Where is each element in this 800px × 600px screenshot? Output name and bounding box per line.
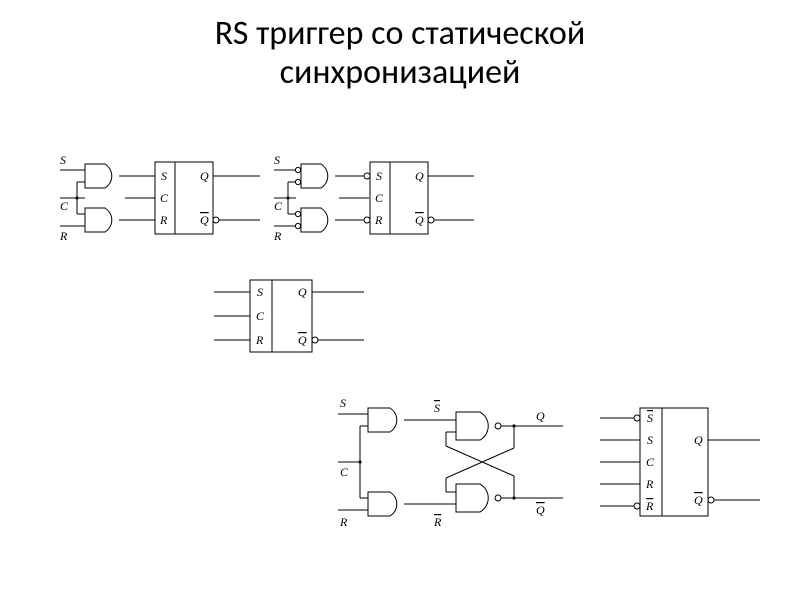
diagram-5: S S C R R Q Q <box>600 400 770 530</box>
label-R: R <box>273 229 282 243</box>
nand-gate-bottom <box>301 208 328 232</box>
qbar-inversion <box>213 217 219 223</box>
ff-out-Q: Q <box>200 169 209 183</box>
and-top <box>368 408 397 432</box>
ff-out-Q: Q <box>415 169 424 183</box>
ff-port-C: C <box>160 191 169 205</box>
diagram-4: S C R S R Q Q <box>338 392 578 542</box>
port-S: S <box>647 433 653 447</box>
label-Sbar: S <box>434 401 440 415</box>
sbar-in-bubble <box>634 415 640 421</box>
r-in-bubble <box>364 217 370 223</box>
ff-out-Qbar: Q <box>415 213 424 227</box>
ff-out-Q: Q <box>298 285 307 299</box>
out-Qbar: Q <box>694 493 703 507</box>
label-Rbar: R <box>433 515 442 529</box>
out-Q: Q <box>694 433 703 447</box>
ff-port-C: C <box>256 309 265 323</box>
rbar-in-bubble <box>634 503 640 509</box>
diagram-2: S C R S C R Q Q <box>274 152 484 252</box>
label-S: S <box>274 153 280 167</box>
nand-gate-top <box>301 164 328 188</box>
ff-port-R: R <box>374 213 383 227</box>
label-C: C <box>60 199 69 213</box>
label-C: C <box>274 199 283 213</box>
diagram-3: S C R Q Q <box>214 270 374 370</box>
label-S: S <box>340 396 346 410</box>
label-R: R <box>59 229 68 243</box>
and-gate-bottom <box>85 208 112 232</box>
ff-port-S: S <box>376 169 382 183</box>
nand-top <box>456 412 488 440</box>
diagram-1: S C R S C R Q Q <box>60 152 270 252</box>
ff-port-S: S <box>161 169 167 183</box>
label-Q: Q <box>536 409 545 423</box>
title-line-2: синхронизацией <box>280 52 521 93</box>
port-R: R <box>645 477 654 491</box>
label-Qbar: Q <box>536 503 545 517</box>
s-in-bubble <box>364 173 370 179</box>
ff-out-Qbar: Q <box>200 213 209 227</box>
qbar-out-bubble <box>708 497 714 503</box>
label-R: R <box>339 515 348 529</box>
ff-port-R: R <box>159 213 168 227</box>
ff-port-S: S <box>257 285 263 299</box>
title-line-1: RS триггер со статической <box>215 13 585 54</box>
port-C: C <box>646 455 655 469</box>
page-title: RS триггер со статической синхронизацией <box>0 14 800 92</box>
nand-bot <box>456 484 488 512</box>
and-bot <box>368 492 397 516</box>
ff-out-Qbar: Q <box>298 333 307 347</box>
port-Sbar: S <box>647 411 653 425</box>
ff-port-C: C <box>375 191 384 205</box>
label-S: S <box>60 153 66 167</box>
ff-port-R: R <box>255 333 264 347</box>
port-Rbar: R <box>645 499 654 513</box>
label-C: C <box>340 465 349 479</box>
and-gate-top <box>85 164 112 188</box>
